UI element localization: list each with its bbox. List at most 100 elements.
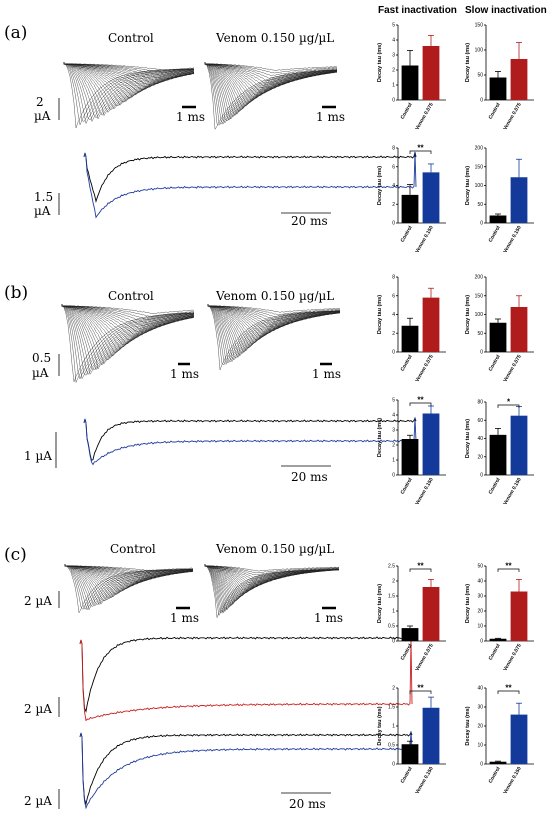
y-tick-label: 100 (475, 183, 484, 189)
y-tick-label: 0.5 (388, 624, 395, 630)
chart-c-slow-venom150: 0 10 20 30 40 Decay tau (ms) Control Venom 0.15… (465, 684, 534, 795)
current-trace (61, 304, 195, 324)
chart-b-fast-venom150: 0 1 2 3 4 5 Decay tau (ms) Control Venom 0.150 ** (377, 396, 446, 506)
panel-b-control-label: Control (108, 289, 154, 303)
current-trace (204, 564, 340, 578)
current-trace (207, 304, 341, 320)
category-label: Venom 0.075 (414, 643, 434, 672)
panel-a-trace-current-scale-unit: µA (34, 204, 51, 218)
current-trace (63, 63, 195, 71)
y-tick-label: 2 (392, 68, 395, 74)
current-trace (204, 565, 340, 614)
y-tick-label: 0 (480, 98, 483, 104)
y-tick-label: 1 (392, 458, 395, 464)
y-tick-label: 2.5 (388, 564, 395, 570)
category-label: Venom 0.075 (502, 354, 522, 383)
current-trace (204, 565, 340, 576)
panel-a-label: (a) (4, 23, 27, 43)
y-axis-label: Decay tau (ms) (465, 166, 471, 205)
chart-c-fast-venom075: 0 0.5 1 1.5 2 2.5 Decay tau (ms) Control Venom 0… (377, 562, 446, 672)
chart-a-slow-venom075: 0 50 100 150 Decay tau (ms) Control Venom 0.07… (465, 23, 534, 131)
panel-b-trace-time-scale-label: 20 ms (291, 470, 328, 484)
current-trace (61, 305, 195, 314)
y-tick-label: 4 (392, 183, 395, 189)
y-tick-label: 40 (477, 579, 483, 585)
chart-c-fast-venom150: 0 0.5 1 1.5 2 Decay tau (ms) Control Venom 0.15… (377, 684, 446, 795)
y-tick-label: 0 (480, 762, 483, 768)
y-tick-label: 0.5 (388, 743, 395, 749)
panel-b-time-scale-label-1: 1 ms (170, 367, 199, 381)
current-trace (204, 63, 338, 71)
y-tick-label: 1 (392, 83, 395, 89)
y-tick-label: 10 (477, 743, 483, 749)
y-tick-label: 4 (392, 312, 395, 318)
chart-c-slow-venom075: 0 10 20 30 40 50 Decay tau (ms) Control Venom 0.… (465, 562, 534, 672)
current-trace (204, 565, 340, 584)
y-tick-label: 0 (480, 473, 483, 479)
bar (489, 638, 507, 641)
current-trace (64, 565, 194, 572)
y-tick-label: 50 (477, 202, 483, 208)
current-trace (204, 565, 340, 572)
y-tick-label: 30 (477, 594, 483, 600)
chart-a-slow-venom150: 0 50 100 150 200 Decay tau (ms) Control Venom 0… (465, 146, 534, 254)
panel-a-current-scale-value: 2 (36, 95, 44, 109)
y-tick-label: 100 (475, 312, 484, 318)
current-trace (61, 305, 195, 380)
current-trace (204, 565, 340, 582)
current-trace (204, 62, 338, 79)
y-tick-label: 0 (392, 98, 395, 104)
significance-marker: ** (505, 562, 512, 571)
y-axis-label: Decay tau (ms) (465, 706, 471, 745)
category-label: Control (488, 642, 502, 661)
y-tick-label: 2 (392, 443, 395, 449)
panel-b-venom-traces (207, 304, 341, 371)
y-tick-label: 0 (480, 350, 483, 356)
y-tick-label: 0 (392, 762, 395, 768)
current-trace (63, 63, 195, 125)
current-trace (61, 305, 195, 329)
significance-marker: ** (505, 684, 512, 693)
y-tick-label: 1 (392, 609, 395, 615)
y-tick-label: 60 (477, 418, 483, 424)
y-tick-label: 6 (392, 293, 395, 299)
category-label: Control (400, 353, 414, 372)
y-tick-label: 5 (392, 23, 395, 29)
current-trace (61, 304, 195, 376)
panel-c-control-label: Control (110, 542, 156, 556)
chart-a-fast-venom150: 0 2 4 6 8 Decay tau (ms) Control Venom 0.150 ** (377, 144, 446, 254)
bar (510, 177, 528, 223)
current-trace (61, 305, 195, 371)
y-tick-label: 150 (475, 293, 484, 299)
current-trace (204, 63, 338, 87)
current-trace (207, 304, 341, 323)
current-trace (61, 304, 194, 365)
significance-marker: ** (417, 684, 424, 693)
y-tick-label: 50 (477, 331, 483, 337)
panel-c-trace-current-scale-label-1: 2 µA (24, 702, 52, 716)
y-tick-label: 50 (477, 564, 483, 570)
significance-marker: ** (417, 562, 424, 571)
long-current-trace (79, 730, 413, 806)
y-tick-label: 3 (392, 428, 395, 434)
panel-a-current-scale-unit: µA (34, 109, 51, 123)
y-tick-label: 0 (392, 639, 395, 645)
category-label: Control (488, 353, 502, 372)
y-tick-label: 1 (392, 724, 395, 730)
y-axis-label: Decay tau (ms) (465, 419, 471, 458)
current-trace (63, 63, 194, 110)
category-label: Venom 0.075 (414, 102, 434, 131)
panel-a-control-label: Control (108, 31, 154, 45)
header-fast-inactivation: Fast inactivation (378, 5, 457, 16)
long-current-trace (79, 731, 413, 810)
y-tick-label: 2 (392, 686, 395, 692)
bar (489, 215, 507, 223)
current-trace (63, 62, 195, 102)
current-trace (204, 62, 338, 91)
panel-b-trace-current-scale-label: 1 µA (24, 449, 52, 463)
y-tick-label: 40 (477, 686, 483, 692)
current-trace (64, 565, 194, 581)
y-axis-label: Decay tau (ms) (377, 43, 383, 82)
y-tick-label: 40 (477, 436, 483, 442)
category-label: Control (400, 101, 414, 120)
